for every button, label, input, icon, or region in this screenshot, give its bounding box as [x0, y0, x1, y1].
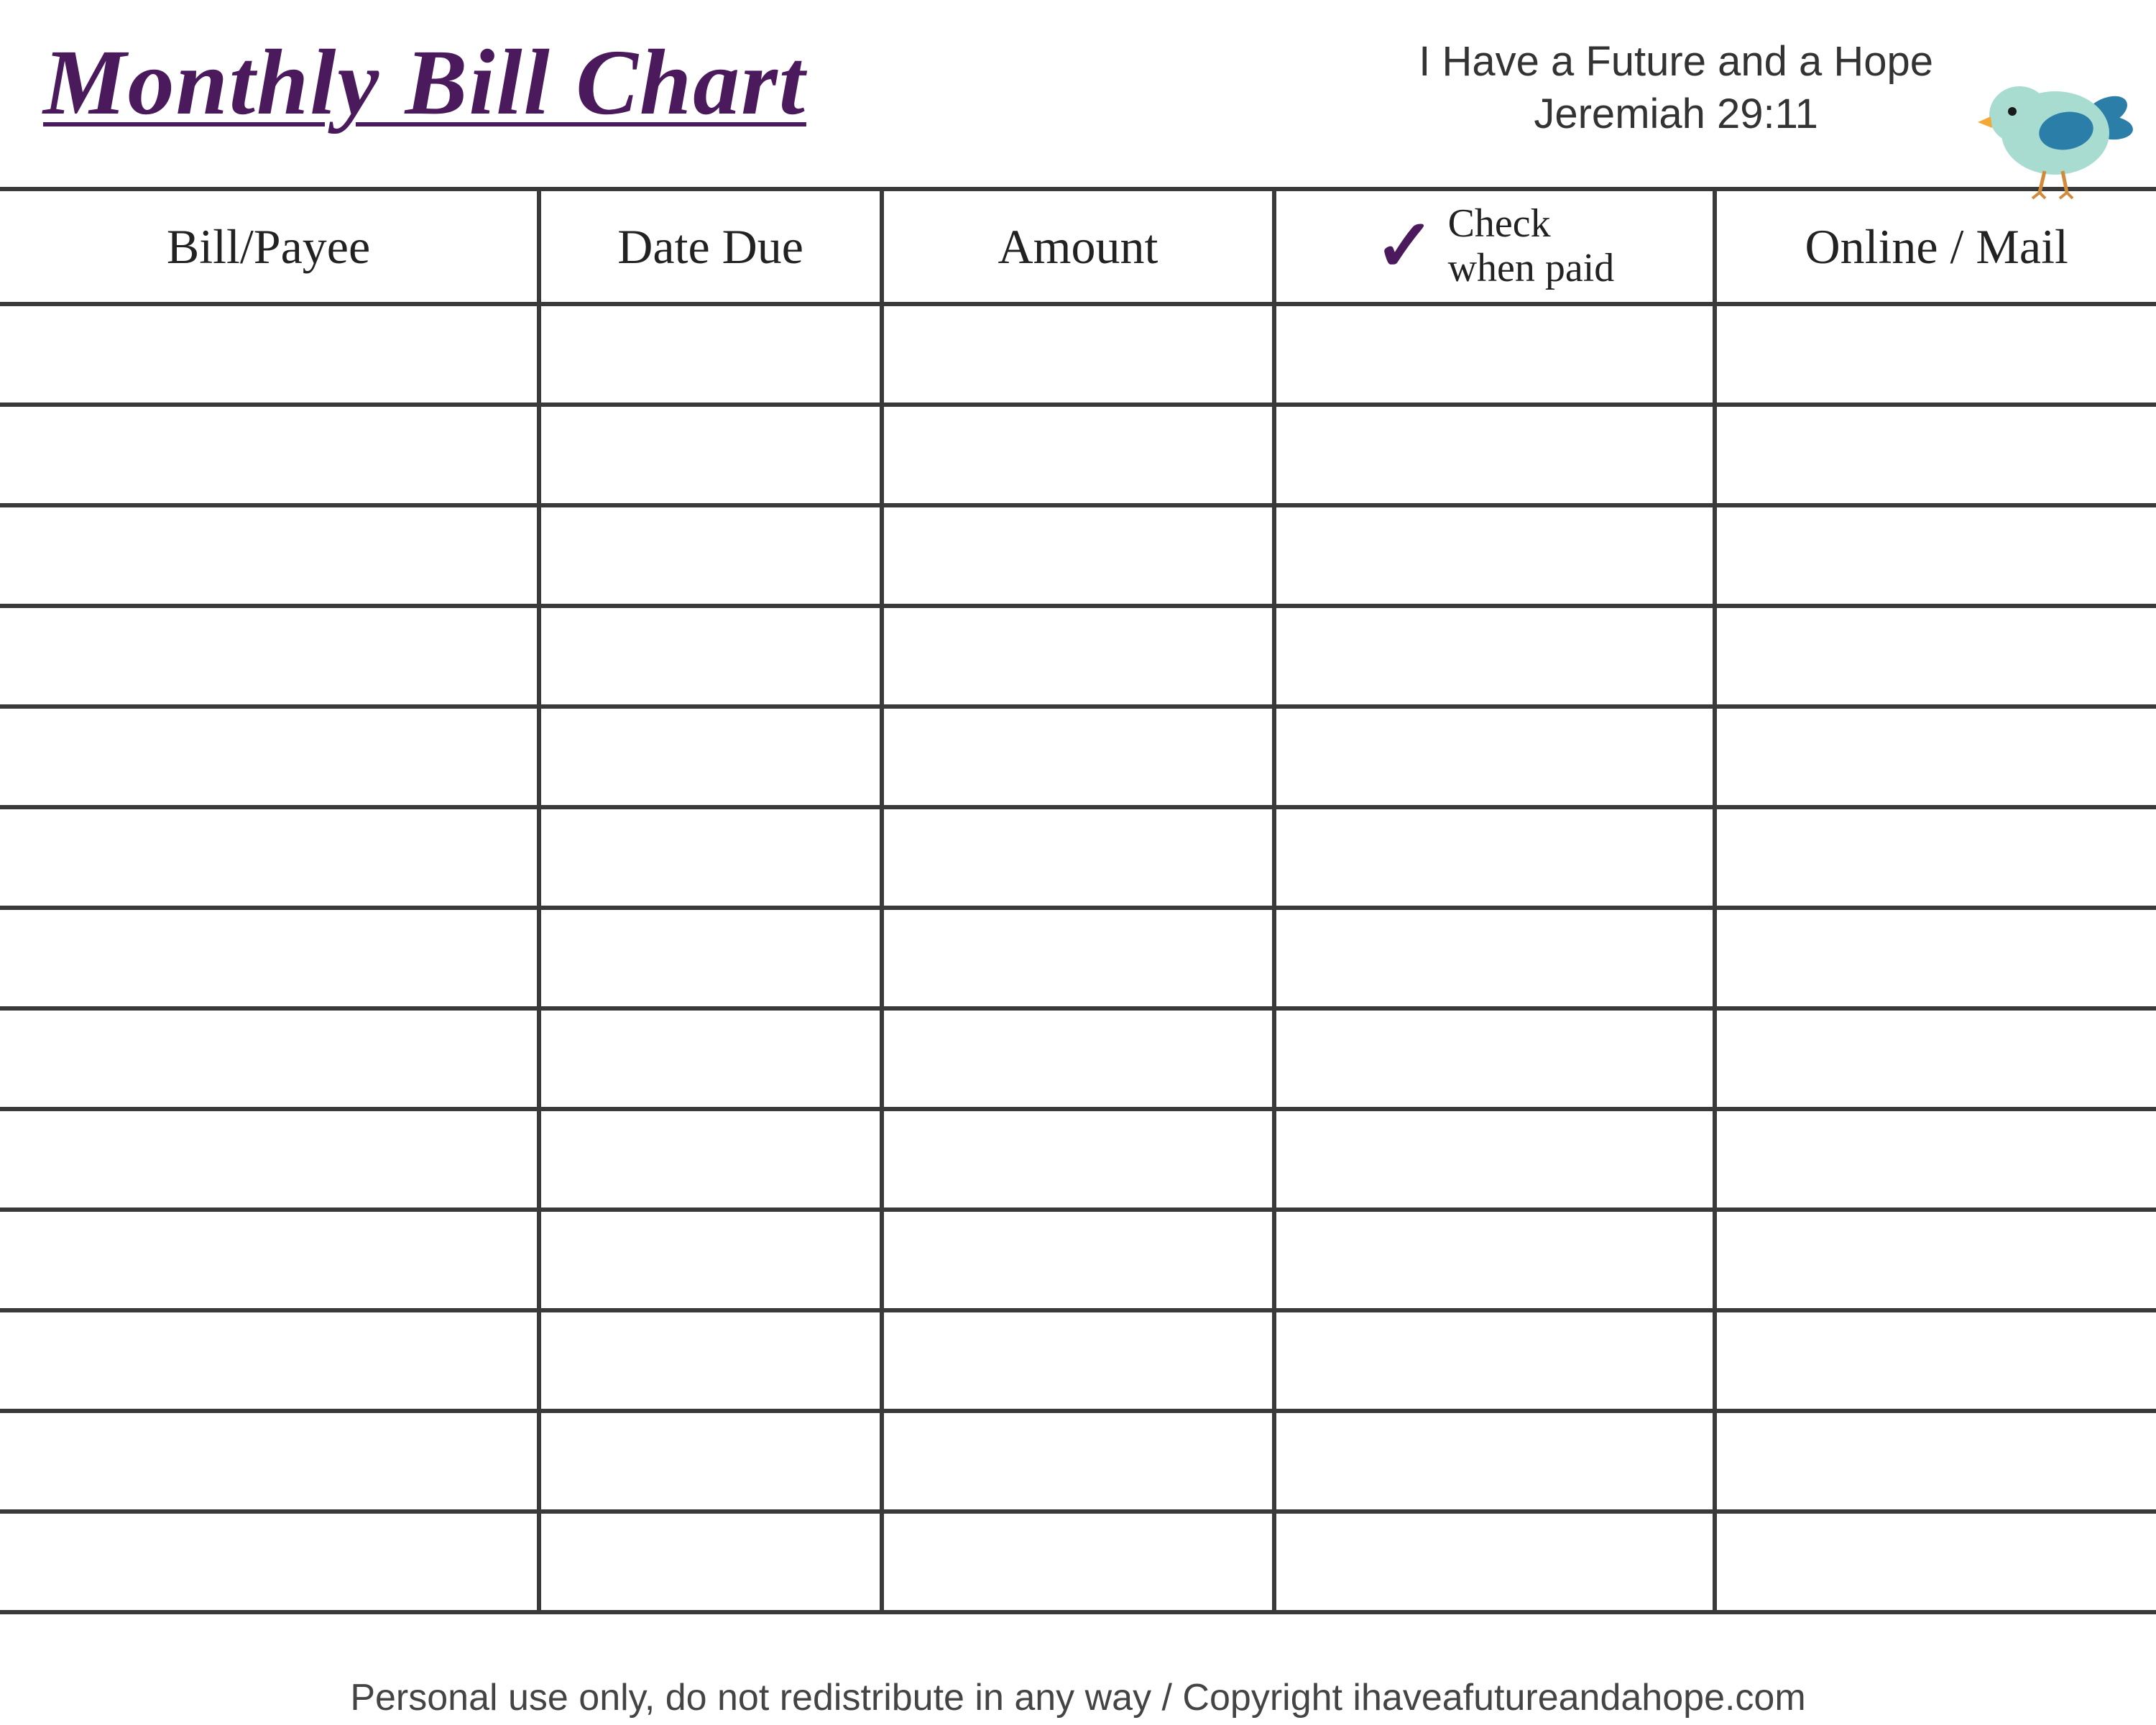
- table-cell: [0, 908, 539, 1008]
- check-label-line2: when paid: [1448, 246, 1615, 290]
- table-cell: [1715, 405, 2156, 505]
- table-row: [0, 1512, 2156, 1612]
- table-cell: [1715, 1008, 2156, 1109]
- table-cell: [882, 1512, 1273, 1612]
- table-cell: [539, 1008, 882, 1109]
- table-cell: [1715, 505, 2156, 606]
- bill-table: Bill/Payee Date Due Amount ✓ Check when …: [0, 187, 2156, 1614]
- page-title: Monthly Bill Chart: [43, 29, 806, 137]
- table-cell: [882, 1008, 1273, 1109]
- table-cell: [1715, 1512, 2156, 1612]
- table-row: [0, 807, 2156, 908]
- col-header-check: ✓ Check when paid: [1274, 189, 1715, 304]
- table-cell: [882, 908, 1273, 1008]
- table-cell: [882, 304, 1273, 405]
- table-cell: [0, 1008, 539, 1109]
- table-cell: [539, 1109, 882, 1210]
- table-cell: [1715, 807, 2156, 908]
- table-cell: [539, 505, 882, 606]
- table-cell: [1274, 1109, 1715, 1210]
- table-cell: [0, 807, 539, 908]
- table-cell: [0, 505, 539, 606]
- table-row: [0, 1411, 2156, 1512]
- table-cell: [882, 807, 1273, 908]
- checkmark-icon: ✓: [1375, 211, 1435, 282]
- table-cell: [0, 1109, 539, 1210]
- footer-text: Personal use only, do not redistribute i…: [0, 1676, 2156, 1719]
- table-cell: [1274, 405, 1715, 505]
- table-cell: [1274, 304, 1715, 405]
- table-cell: [882, 405, 1273, 505]
- table-row: [0, 1008, 2156, 1109]
- check-label-line1: Check: [1448, 201, 1551, 246]
- table-cell: [0, 1411, 539, 1512]
- table-cell: [1715, 606, 2156, 707]
- table-row: [0, 304, 2156, 405]
- table-cell: [1715, 1210, 2156, 1310]
- table-body: [0, 304, 2156, 1612]
- subtitle-line-1: I Have a Future and a Hope: [1419, 36, 1933, 88]
- table-cell: [539, 405, 882, 505]
- table-cell: [0, 1512, 539, 1612]
- col-header-date: Date Due: [539, 189, 882, 304]
- table-cell: [539, 1210, 882, 1310]
- col-header-online: Online / Mail: [1715, 189, 2156, 304]
- table-cell: [1274, 1512, 1715, 1612]
- bill-table-wrap: Bill/Payee Date Due Amount ✓ Check when …: [0, 187, 2156, 1614]
- table-cell: [1274, 505, 1715, 606]
- table-cell: [882, 1210, 1273, 1310]
- check-label: Check when paid: [1448, 202, 1615, 290]
- table-cell: [0, 304, 539, 405]
- col-header-bill: Bill/Payee: [0, 189, 539, 304]
- table-cell: [0, 606, 539, 707]
- table-cell: [882, 1109, 1273, 1210]
- table-row: [0, 405, 2156, 505]
- table-cell: [1274, 908, 1715, 1008]
- table-cell: [882, 707, 1273, 807]
- table-cell: [882, 505, 1273, 606]
- table-cell: [539, 807, 882, 908]
- table-row: [0, 1109, 2156, 1210]
- table-cell: [882, 606, 1273, 707]
- table-row: [0, 505, 2156, 606]
- table-cell: [0, 1310, 539, 1411]
- table-cell: [539, 908, 882, 1008]
- table-row: [0, 1210, 2156, 1310]
- table-cell: [1715, 1411, 2156, 1512]
- table-cell: [1274, 606, 1715, 707]
- table-cell: [1274, 1310, 1715, 1411]
- table-cell: [1274, 707, 1715, 807]
- table-cell: [539, 1512, 882, 1612]
- table-cell: [1274, 807, 1715, 908]
- table-cell: [539, 606, 882, 707]
- table-cell: [1274, 1210, 1715, 1310]
- table-cell: [539, 304, 882, 405]
- bird-icon: [1976, 72, 2134, 201]
- subtitle-line-2: Jeremiah 29:11: [1419, 88, 1933, 141]
- table-cell: [539, 1411, 882, 1512]
- table-cell: [0, 707, 539, 807]
- table-cell: [0, 1210, 539, 1310]
- table-cell: [539, 707, 882, 807]
- table-cell: [1274, 1008, 1715, 1109]
- table-header-row: Bill/Payee Date Due Amount ✓ Check when …: [0, 189, 2156, 304]
- table-cell: [1715, 707, 2156, 807]
- table-cell: [1715, 908, 2156, 1008]
- table-cell: [539, 1310, 882, 1411]
- header: Monthly Bill Chart I Have a Future and a…: [0, 0, 2156, 187]
- table-cell: [1715, 1109, 2156, 1210]
- table-row: [0, 1310, 2156, 1411]
- table-cell: [1274, 1411, 1715, 1512]
- table-cell: [0, 405, 539, 505]
- table-cell: [882, 1411, 1273, 1512]
- table-row: [0, 707, 2156, 807]
- table-row: [0, 908, 2156, 1008]
- table-cell: [1715, 1310, 2156, 1411]
- table-cell: [882, 1310, 1273, 1411]
- col-header-amount: Amount: [882, 189, 1273, 304]
- table-cell: [1715, 304, 2156, 405]
- table-row: [0, 606, 2156, 707]
